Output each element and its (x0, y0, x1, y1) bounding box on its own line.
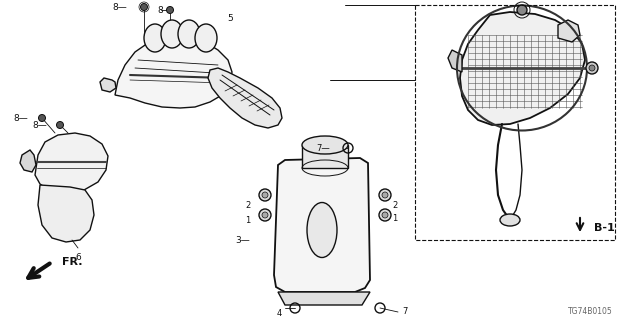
Polygon shape (460, 12, 585, 125)
Circle shape (586, 62, 598, 74)
Polygon shape (20, 150, 36, 172)
Text: 4: 4 (276, 308, 282, 317)
Ellipse shape (307, 203, 337, 258)
Polygon shape (274, 158, 370, 292)
Text: 1: 1 (392, 213, 397, 222)
Circle shape (382, 212, 388, 218)
Ellipse shape (302, 136, 348, 154)
Ellipse shape (500, 214, 520, 226)
Text: 3—: 3— (236, 236, 250, 244)
Circle shape (56, 122, 63, 129)
Circle shape (38, 115, 45, 122)
Circle shape (589, 65, 595, 71)
Circle shape (259, 189, 271, 201)
Text: 7: 7 (402, 308, 408, 316)
Ellipse shape (195, 24, 217, 52)
Circle shape (382, 192, 388, 198)
Text: 8—: 8— (32, 121, 47, 130)
Polygon shape (100, 78, 116, 92)
Text: 8—: 8— (13, 114, 28, 123)
Polygon shape (558, 20, 580, 42)
Circle shape (517, 5, 527, 15)
Polygon shape (448, 50, 462, 72)
Text: 7—: 7— (316, 143, 330, 153)
Polygon shape (35, 133, 108, 194)
Polygon shape (208, 68, 282, 128)
Text: 2: 2 (392, 201, 397, 210)
Ellipse shape (144, 24, 166, 52)
Text: 2: 2 (245, 201, 251, 210)
Polygon shape (115, 37, 232, 108)
Bar (415, 5, 615, 240)
Circle shape (262, 212, 268, 218)
Text: B-1: B-1 (594, 223, 614, 233)
Text: TG74B0105: TG74B0105 (568, 308, 612, 316)
Text: FR.: FR. (61, 257, 83, 267)
Ellipse shape (178, 20, 200, 48)
Text: 8: 8 (157, 5, 163, 14)
Circle shape (166, 6, 173, 13)
Circle shape (141, 4, 147, 11)
Polygon shape (278, 292, 370, 305)
Text: 5: 5 (227, 13, 233, 22)
Circle shape (379, 209, 391, 221)
Ellipse shape (161, 20, 183, 48)
Circle shape (379, 189, 391, 201)
Polygon shape (38, 185, 94, 242)
Circle shape (262, 192, 268, 198)
Circle shape (259, 209, 271, 221)
Text: 8—: 8— (112, 3, 127, 12)
Text: 6: 6 (75, 253, 81, 262)
Polygon shape (302, 145, 348, 168)
Text: 1: 1 (245, 215, 251, 225)
